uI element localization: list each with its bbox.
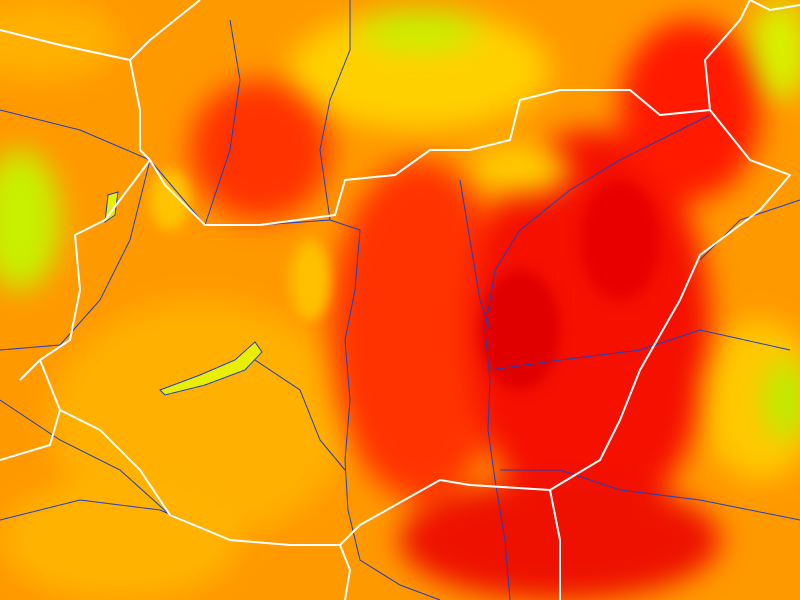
border-austria-slovenia	[19, 359, 41, 381]
river-tisza	[484, 114, 711, 600]
mild-area-east-mountains	[700, 320, 800, 480]
border-austria-slovakia-south	[129, 59, 151, 161]
mild-area-north-austria	[0, 0, 120, 80]
cool-area-slovakia	[360, 10, 480, 50]
temperature-detail	[150, 170, 660, 390]
hot-spot	[580, 180, 660, 300]
mild-area-slovakia	[290, 10, 550, 130]
hot-area-center	[330, 160, 510, 500]
hot-spot	[480, 270, 560, 390]
mild-area-north-hills	[470, 145, 570, 195]
river-koros	[489, 329, 791, 371]
hot-area-northeast	[620, 20, 760, 200]
river-somes	[699, 199, 800, 261]
cool-area-northeast	[750, 0, 800, 100]
border-serbia-romania	[549, 489, 561, 600]
river-maros	[500, 469, 800, 521]
border-ukraine-romania	[704, 0, 751, 111]
cool-area-northwest	[0, 150, 60, 290]
river-sio	[254, 359, 346, 471]
river-hron	[319, 0, 351, 221]
cool-area-east-mountains	[765, 360, 800, 440]
river-danube	[0, 109, 441, 600]
warm-spot	[290, 240, 330, 320]
river-raba	[0, 159, 151, 351]
warm-area-west	[50, 300, 350, 540]
border-hungary	[39, 89, 791, 546]
border-ukraine-romania-east	[749, 0, 800, 11]
river-mura	[0, 399, 171, 516]
warm-area-sw	[0, 480, 240, 600]
warm-spot	[150, 170, 190, 230]
river-zagyva	[459, 179, 491, 331]
border-slovenia-croatia	[0, 409, 61, 461]
lake-balaton	[159, 341, 263, 396]
river-vah	[204, 19, 241, 226]
hot-area-north	[190, 80, 330, 220]
border-serbia-croatia	[339, 544, 351, 600]
